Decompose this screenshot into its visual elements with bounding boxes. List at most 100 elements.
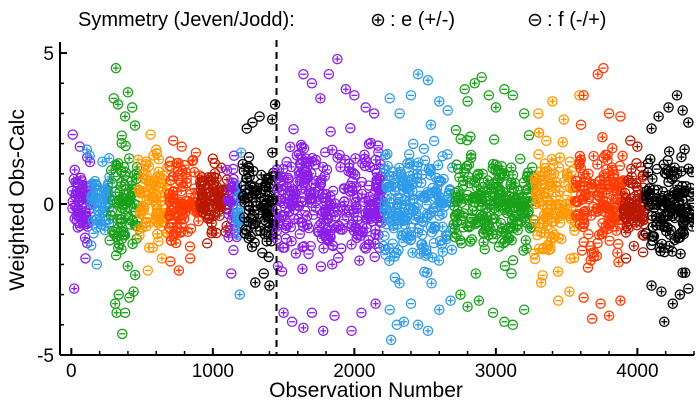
data-point-e — [68, 283, 80, 294]
data-point-f — [85, 240, 97, 251]
legend: Symmetry (Jeven/Jodd): : e (+/-) : f (-/… — [78, 9, 606, 31]
data-point-f — [184, 241, 196, 252]
data-point-f — [88, 228, 99, 239]
data-point-e — [187, 154, 199, 166]
data-point-e — [407, 247, 418, 259]
data-point-f — [533, 149, 544, 160]
data-point-e — [332, 53, 343, 65]
data-point-f — [81, 218, 92, 230]
data-point-e — [653, 111, 664, 122]
data-point-e — [84, 150, 95, 161]
data-point-e — [165, 235, 177, 246]
data-point-f — [476, 71, 487, 83]
data-point-e — [175, 213, 187, 224]
data-point-e — [478, 237, 489, 248]
x-tick-label: 4000 — [616, 361, 658, 382]
data-point-f — [116, 244, 127, 255]
data-point-f — [141, 174, 152, 186]
data-point-f — [134, 188, 146, 199]
data-point-e — [370, 298, 381, 309]
data-point-e — [315, 93, 326, 104]
data-point-e — [264, 280, 275, 291]
data-point-e — [434, 304, 445, 315]
data-point-f — [368, 108, 380, 119]
data-point-e — [646, 280, 657, 291]
data-point-e — [317, 325, 329, 337]
data-point-e — [132, 154, 144, 166]
data-point-f — [335, 243, 347, 254]
data-point-f — [391, 356, 400, 365]
data-point-f — [251, 185, 262, 196]
data-point-f — [258, 268, 270, 279]
data-point-f — [315, 261, 327, 272]
data-point-e — [547, 96, 558, 107]
data-point-f — [459, 84, 470, 95]
data-point-e — [216, 162, 227, 174]
data-point-f — [190, 147, 202, 158]
data-point-f — [575, 119, 587, 131]
data-point-f — [126, 102, 138, 113]
data-point-f — [529, 253, 541, 265]
data-point-e — [676, 151, 687, 163]
data-point-f — [153, 236, 164, 247]
data-point-e — [69, 164, 80, 176]
data-point-f — [155, 181, 166, 193]
data-point-f — [228, 150, 240, 161]
data-point-e — [129, 269, 141, 281]
data-point-e — [173, 265, 185, 276]
data-point-f — [201, 238, 213, 249]
data-point-f — [123, 194, 135, 206]
data-point-f — [184, 253, 196, 264]
data-point-e — [558, 114, 570, 125]
data-point-f — [166, 198, 177, 210]
data-point-e — [184, 198, 196, 209]
data-point-e — [422, 74, 434, 86]
data-point-e — [156, 253, 168, 264]
data-point-e — [278, 307, 289, 318]
data-point-e — [615, 295, 626, 306]
data-point-e — [250, 277, 261, 288]
data-point-f — [119, 307, 131, 318]
data-point-f — [241, 123, 253, 134]
data-point-e — [138, 164, 149, 175]
data-point-f — [306, 78, 318, 89]
data-point-e — [667, 298, 679, 309]
data-point-e — [152, 203, 163, 214]
data-point-f — [134, 206, 146, 218]
data-point-f — [206, 190, 218, 201]
data-point-f — [637, 247, 649, 258]
data-point-f — [487, 307, 499, 318]
data-point-e — [318, 243, 329, 254]
data-point-f — [254, 111, 265, 122]
data-point-e — [122, 260, 134, 272]
data-point-f — [450, 124, 462, 136]
data-point-f — [226, 197, 237, 208]
data-point-f — [683, 283, 694, 294]
data-point-f — [141, 194, 152, 206]
data-point-e — [647, 173, 658, 185]
y-axis-ticks: -5 0 5 — [37, 44, 67, 367]
data-point-f — [67, 129, 78, 140]
data-point-f — [576, 245, 588, 256]
data-point-f — [249, 186, 261, 197]
x-tick-label: 3000 — [475, 361, 517, 382]
data-point-f — [329, 310, 340, 321]
data-point-e — [211, 227, 222, 239]
data-point-f — [116, 130, 128, 141]
data-point-f — [356, 307, 367, 318]
data-point-e — [193, 215, 204, 227]
data-point-e — [224, 196, 236, 207]
data-point-e — [659, 316, 670, 328]
data-point-e — [267, 114, 278, 125]
data-point-e — [603, 310, 615, 321]
data-point-f — [552, 295, 564, 306]
data-point-f — [117, 328, 128, 340]
legend-f-icon — [528, 13, 542, 27]
data-point-f — [455, 133, 466, 145]
data-point-f — [176, 141, 187, 152]
data-point-f — [91, 259, 103, 270]
data-point-e — [346, 239, 357, 250]
data-point-f — [122, 213, 134, 224]
data-point-e — [385, 334, 397, 346]
data-point-f — [74, 141, 86, 152]
